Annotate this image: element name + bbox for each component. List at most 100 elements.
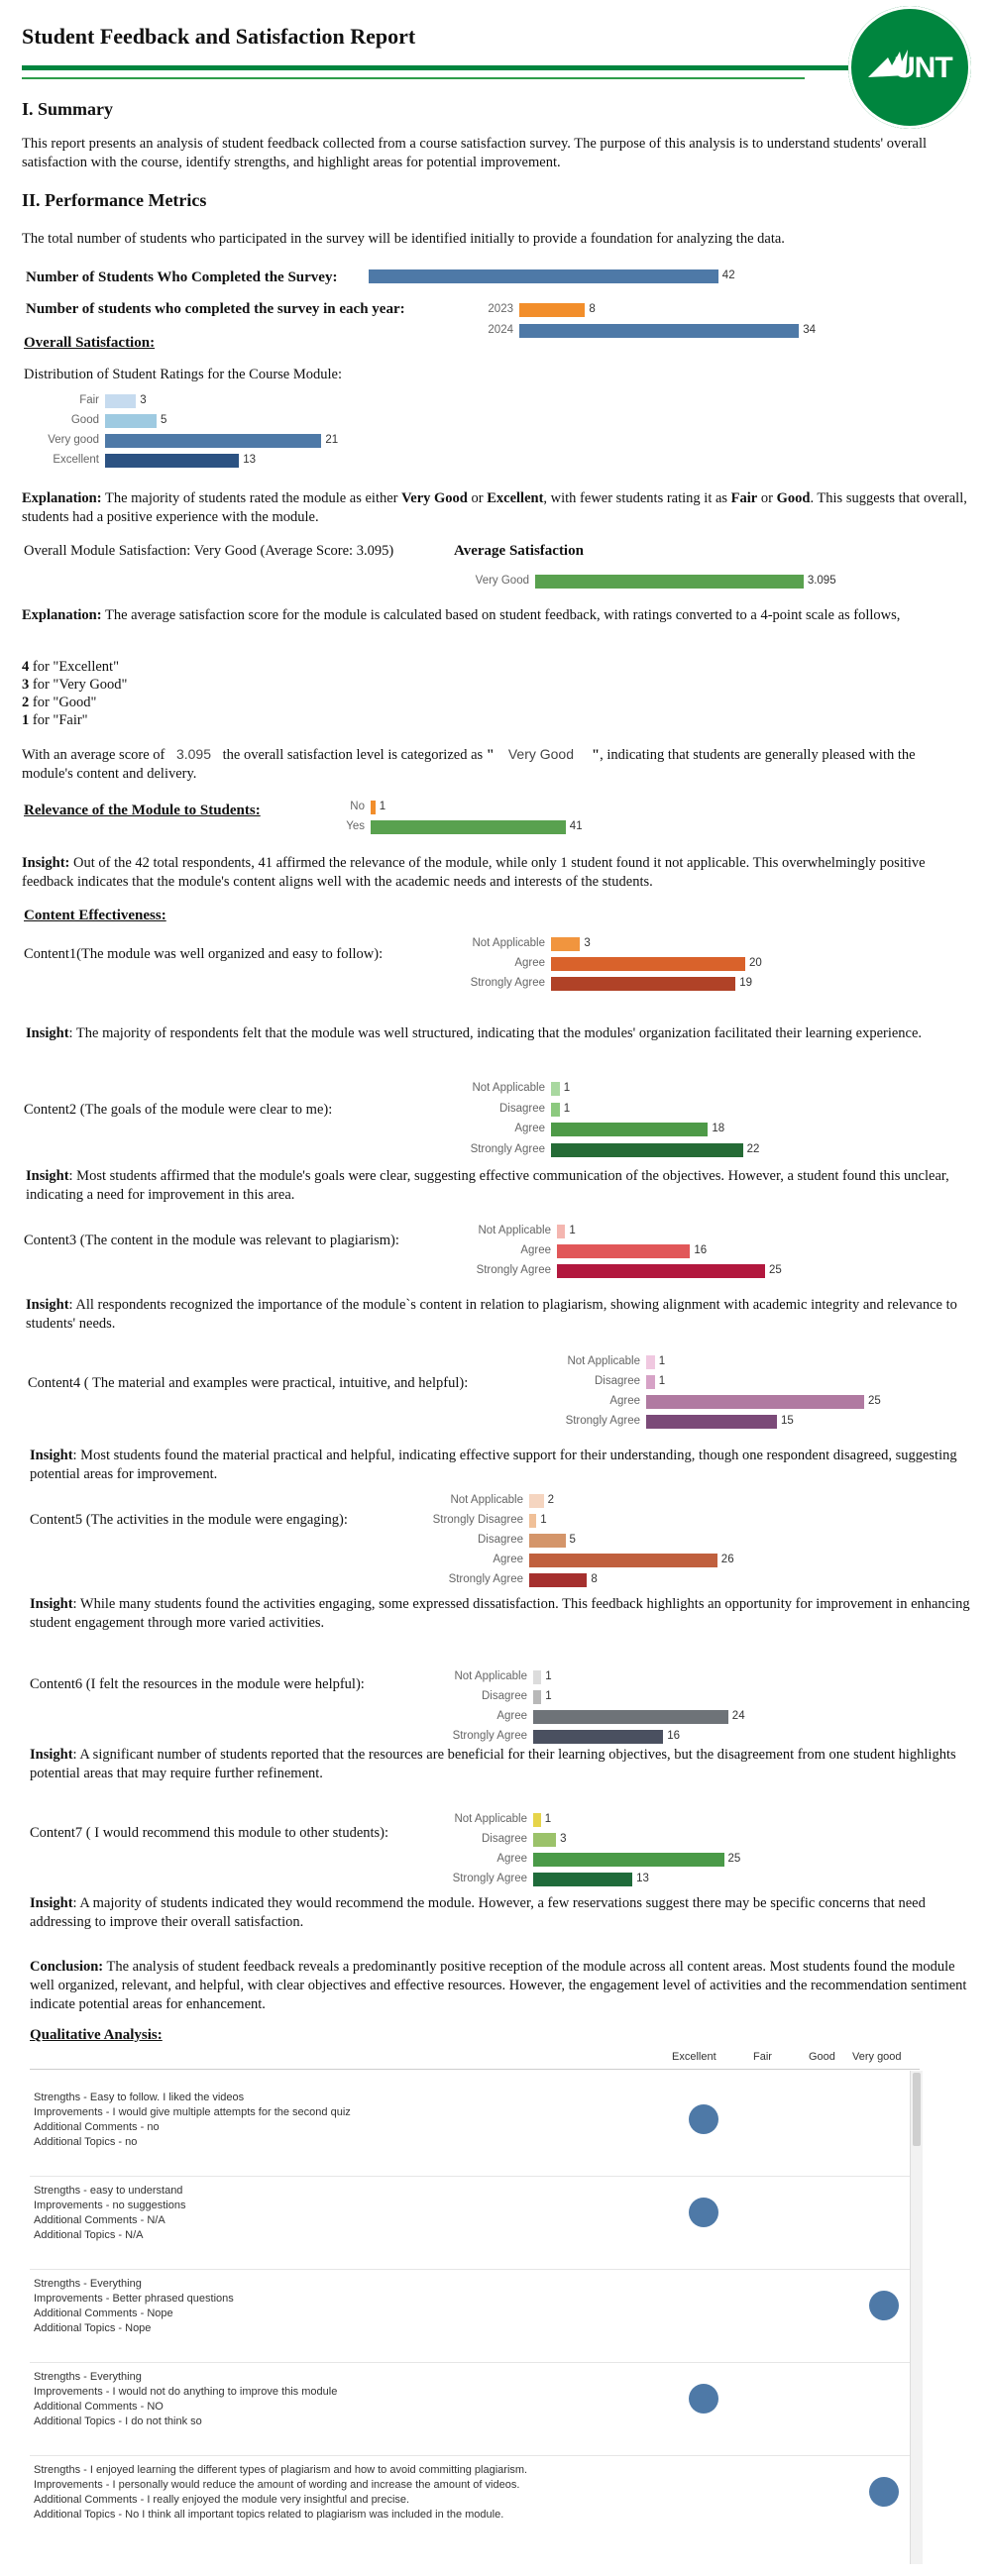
chart-value-label: 1 — [569, 1225, 576, 1236]
chart-value-label: 1 — [658, 1375, 666, 1387]
scrollbar-track[interactable] — [910, 2071, 923, 2564]
chart-bar — [371, 801, 376, 814]
qualitative-row-text: Strengths - easy to understand Improvemen… — [34, 2185, 186, 2241]
explanation-1-very-good: Very Good — [401, 490, 468, 506]
completed-label: Number of Students Who Completed the Sur… — [26, 269, 338, 285]
chart-bar — [105, 454, 240, 468]
chart-category-label: Not Applicable — [567, 1355, 640, 1367]
chart-value-label: 1 — [563, 1082, 571, 1094]
column-header-good: Good — [809, 2051, 835, 2063]
chart-value-label: 16 — [694, 1244, 708, 1256]
chart-value-label: 1 — [658, 1355, 666, 1367]
chart-category-label: Good — [70, 414, 99, 426]
chart-bar — [529, 1514, 537, 1528]
qualitative-table: Excellent Fair Good Very good — [30, 2051, 932, 2564]
content-insight: Insight: Most students affirmed that the… — [26, 1168, 949, 1203]
chart-bar — [369, 269, 718, 283]
chart-value-label: 20 — [749, 957, 762, 969]
chart-bar — [551, 937, 581, 951]
chart-value-label: 2 — [547, 1494, 554, 1506]
chart-bar — [557, 1244, 691, 1258]
column-header-very-good: Very good — [852, 2051, 902, 2063]
chart-value-label: 8 — [591, 1573, 598, 1585]
chart-value-label: 41 — [569, 820, 583, 832]
explanation-1: Explanation: The majority of students ra… — [22, 489, 968, 527]
chart-category-label: Disagree — [594, 1375, 640, 1387]
chart-bar — [646, 1375, 655, 1389]
row-divider — [30, 2176, 910, 2177]
chart-category-label: Agree — [514, 1123, 545, 1134]
avg-sentence: With an average score of 3.095 the overa… — [22, 745, 968, 784]
chart-category-label: Strongly Disagree — [432, 1514, 523, 1526]
chart-category-label: Not Applicable — [478, 1225, 551, 1236]
explanation-1-mid: , with fewer students rating it as — [543, 490, 731, 506]
qualitative-row-text: Strengths - Everything Improvements - Bet… — [34, 2278, 234, 2334]
chart-bar — [533, 1853, 724, 1867]
chart-value-label: 34 — [803, 324, 816, 336]
chart-bar — [551, 977, 736, 991]
chart-bar — [533, 1710, 728, 1724]
avg-category-value: Very Good — [507, 746, 574, 762]
scrollbar-thumb[interactable] — [913, 2073, 921, 2146]
chart-category-label: Agree — [514, 957, 545, 969]
chart-bar — [533, 1670, 542, 1684]
qualitative-row-text: Strengths - I enjoyed learning the diffe… — [34, 2464, 528, 2521]
header-rule-thick — [22, 65, 864, 70]
chart-category-label: Strongly Agree — [470, 977, 545, 989]
chart-category-label: Agree — [520, 1244, 551, 1256]
rating-dot[interactable] — [869, 2291, 899, 2320]
chart-value-label: 3 — [560, 1833, 567, 1845]
chart-category-label: Not Applicable — [454, 1813, 527, 1825]
explanation-1-text: The majority of students rated the modul… — [101, 490, 402, 506]
chart-category-label: 2023 — [488, 303, 513, 315]
scale-item: 1 for "Fair" — [22, 712, 88, 728]
chart-category-label: No — [350, 801, 365, 812]
conclusion: Conclusion: The analysis of student feed… — [30, 1958, 971, 2014]
relevance-insight: Insight: Out of the 42 total respondents… — [22, 854, 968, 892]
table-top-rule — [30, 2069, 920, 2070]
summary-heading: I. Summary — [22, 99, 114, 119]
rating-dot[interactable] — [689, 2198, 718, 2227]
chart-bar — [551, 957, 745, 971]
chart-bar — [557, 1264, 765, 1278]
chart-category-label: Strongly Agree — [452, 1873, 527, 1884]
chart-value-label: 25 — [727, 1853, 741, 1865]
rating-dot[interactable] — [689, 2104, 718, 2134]
chart-value-label: 3 — [584, 937, 591, 949]
chart-category-label: Strongly Agree — [565, 1415, 640, 1427]
chart-category-label: Not Applicable — [450, 1494, 523, 1506]
rating-dot[interactable] — [869, 2477, 899, 2507]
content-insight: Insight: A majority of students indicate… — [30, 1895, 926, 1930]
avg-quote-open: " — [486, 747, 495, 763]
content-insight: Insight: Most students found the materia… — [30, 1448, 957, 1482]
per-year-label: Number of students who completed the sur… — [26, 301, 405, 317]
distribution-label: Distribution of Student Ratings for the … — [24, 367, 342, 382]
avg-sentence-b: the overall satisfaction level is catego… — [222, 747, 484, 763]
content-insight: Insight: While many students found the a… — [30, 1596, 970, 1631]
logo-text: UNT — [894, 52, 953, 84]
avg-sentence-c: , indicating that students are generally… — [22, 747, 916, 782]
relevance-insight-lead: Insight: — [22, 855, 70, 871]
qualitative-row-text: Strengths - Easy to follow. I liked the … — [34, 2092, 351, 2148]
chart-bar — [371, 820, 566, 834]
content-effectiveness-heading: Content Effectiveness: — [24, 908, 166, 923]
chart-bar — [533, 1813, 541, 1827]
chart-value-label: 25 — [769, 1264, 782, 1276]
explanation-1-excellent: Excellent — [487, 490, 544, 506]
chart-value-label: 5 — [161, 414, 167, 426]
explanation-1-or: or — [467, 490, 488, 506]
overall-satisfaction-heading: Overall Satisfaction: — [24, 335, 156, 351]
chart-bar — [105, 394, 137, 408]
chart-value-label: 8 — [589, 303, 596, 315]
chart-value-label: 22 — [746, 1142, 760, 1155]
chart-category-label: Yes — [346, 820, 365, 832]
chart-category-label: Strongly Agree — [470, 1142, 545, 1155]
chart-bar — [533, 1873, 633, 1886]
avg-satisfaction-title: Average Satisfaction — [454, 543, 584, 559]
chart-value-label: 25 — [868, 1395, 881, 1407]
content-label: Content4 ( The material and examples wer… — [28, 1375, 469, 1391]
chart-bar — [551, 1082, 560, 1096]
explanation-1-good: Good — [776, 490, 811, 506]
chart-category-label: Disagree — [481, 1833, 527, 1845]
rating-dot[interactable] — [689, 2384, 718, 2414]
